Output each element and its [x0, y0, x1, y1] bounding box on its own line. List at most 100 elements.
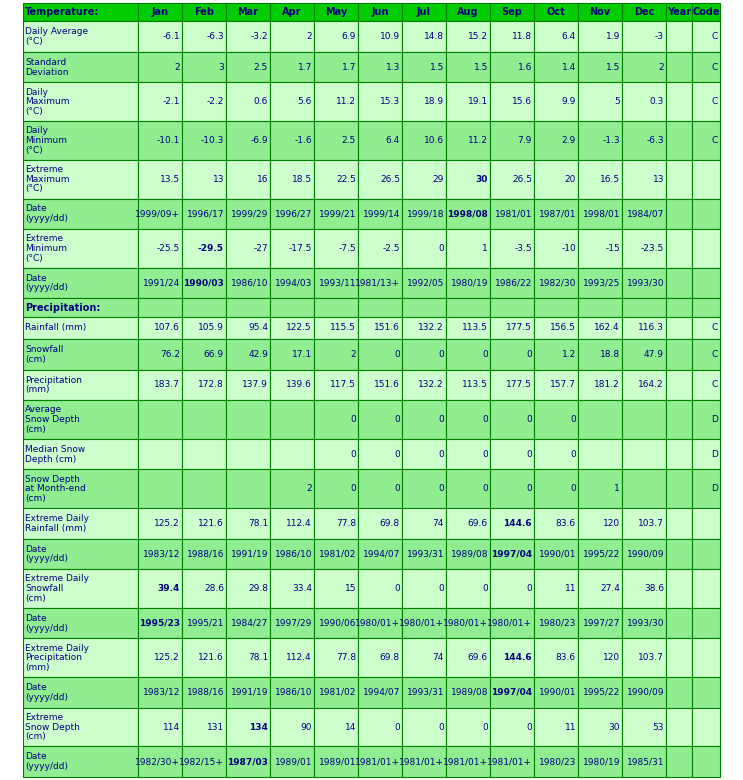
Bar	[692, 569, 720, 608]
Bar	[270, 539, 314, 569]
Bar	[622, 3, 666, 21]
Text: 137.9: 137.9	[242, 381, 268, 389]
Text: 0: 0	[438, 449, 444, 459]
Bar	[490, 52, 534, 83]
Text: 0: 0	[350, 449, 356, 459]
Text: 1990/06: 1990/06	[319, 619, 356, 628]
Bar	[138, 298, 182, 317]
Bar	[226, 268, 270, 298]
Bar	[138, 508, 182, 539]
Text: 1987/01: 1987/01	[539, 209, 576, 218]
Bar	[534, 199, 578, 229]
Bar	[490, 121, 534, 160]
Text: 2: 2	[175, 62, 180, 72]
Text: 19.1: 19.1	[468, 98, 488, 106]
Text: 1984/07: 1984/07	[626, 209, 664, 218]
Text: 69.6: 69.6	[468, 519, 488, 528]
Bar	[578, 470, 622, 508]
Text: Temperature:: Temperature:	[25, 7, 100, 17]
Bar	[578, 317, 622, 339]
Bar	[23, 746, 138, 777]
Bar	[138, 339, 182, 370]
Bar	[314, 339, 358, 370]
Bar	[534, 439, 578, 470]
Text: Extreme Daily
Snowfall
(cm): Extreme Daily Snowfall (cm)	[25, 574, 89, 603]
Text: D: D	[711, 449, 718, 459]
Bar	[622, 677, 666, 707]
Bar	[666, 677, 692, 707]
Text: 1990/09: 1990/09	[626, 549, 664, 558]
Bar	[314, 317, 358, 339]
Text: Nov: Nov	[589, 7, 611, 17]
Bar	[534, 317, 578, 339]
Bar	[270, 746, 314, 777]
Text: 1981/01: 1981/01	[495, 209, 532, 218]
Bar	[490, 339, 534, 370]
Text: 1993/25: 1993/25	[583, 278, 620, 288]
Bar	[446, 121, 490, 160]
Bar	[622, 52, 666, 83]
Bar	[446, 298, 490, 317]
Bar	[226, 608, 270, 639]
Bar	[490, 83, 534, 121]
Text: 1996/27: 1996/27	[275, 209, 312, 218]
Text: 1981/02: 1981/02	[319, 549, 356, 558]
Bar	[692, 439, 720, 470]
Bar	[402, 160, 446, 199]
Text: 139.6: 139.6	[286, 381, 312, 389]
Bar	[270, 229, 314, 268]
Bar	[534, 639, 578, 677]
Bar	[666, 268, 692, 298]
Bar	[446, 539, 490, 569]
Bar	[314, 3, 358, 21]
Text: 0: 0	[438, 415, 444, 424]
Text: 0.6: 0.6	[253, 98, 268, 106]
Text: 1990/01: 1990/01	[539, 549, 576, 558]
Text: 1980/01+: 1980/01+	[487, 619, 532, 628]
Text: Snow Depth
at Month-end
(cm): Snow Depth at Month-end (cm)	[25, 474, 85, 503]
Bar	[490, 370, 534, 400]
Text: 6.4: 6.4	[386, 136, 400, 145]
Text: Aug: Aug	[457, 7, 478, 17]
Text: 47.9: 47.9	[644, 350, 664, 359]
Bar	[226, 160, 270, 199]
Text: 103.7: 103.7	[638, 654, 664, 662]
Text: 33.4: 33.4	[292, 584, 312, 593]
Text: 1988/16: 1988/16	[186, 549, 224, 558]
Text: 0: 0	[526, 484, 532, 493]
Bar	[692, 298, 720, 317]
Bar	[402, 439, 446, 470]
Bar	[138, 268, 182, 298]
Text: 1994/07: 1994/07	[363, 549, 400, 558]
Text: Extreme
Minimum
(°C): Extreme Minimum (°C)	[25, 234, 67, 263]
Text: 3: 3	[218, 62, 224, 72]
Bar	[23, 339, 138, 370]
Text: 2.5: 2.5	[254, 62, 268, 72]
Bar	[446, 339, 490, 370]
Text: 29.8: 29.8	[248, 584, 268, 593]
Bar	[446, 21, 490, 52]
Text: 121.6: 121.6	[198, 654, 224, 662]
Text: 7.9: 7.9	[518, 136, 532, 145]
Bar	[666, 608, 692, 639]
Bar	[402, 677, 446, 707]
Bar	[226, 508, 270, 539]
Text: -2.1: -2.1	[163, 98, 180, 106]
Text: 1992/05: 1992/05	[406, 278, 444, 288]
Text: 26.5: 26.5	[512, 175, 532, 183]
Text: 177.5: 177.5	[506, 324, 532, 332]
Bar	[138, 439, 182, 470]
Bar	[314, 229, 358, 268]
Text: -6.1: -6.1	[163, 32, 180, 41]
Bar	[23, 317, 138, 339]
Bar	[23, 539, 138, 569]
Bar	[490, 3, 534, 21]
Bar	[446, 229, 490, 268]
Bar	[138, 160, 182, 199]
Bar	[270, 268, 314, 298]
Bar	[622, 339, 666, 370]
Text: 1.5: 1.5	[606, 62, 620, 72]
Bar	[534, 400, 578, 439]
Text: 1981/02: 1981/02	[319, 688, 356, 697]
Text: 0: 0	[570, 415, 576, 424]
